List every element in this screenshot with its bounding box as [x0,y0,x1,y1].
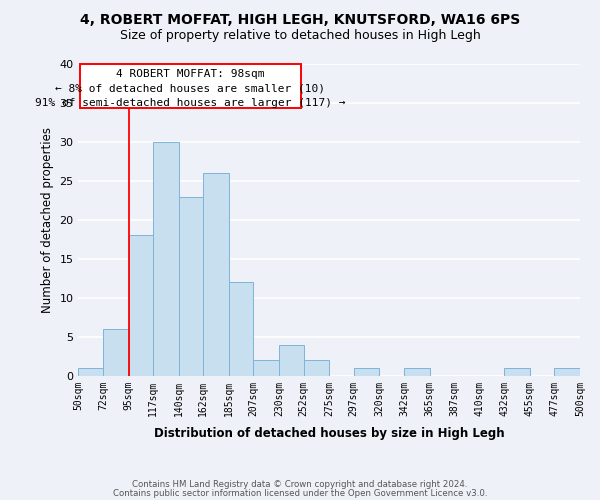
Bar [103,329,128,376]
Bar [79,368,103,376]
Bar [128,236,153,376]
Text: Contains HM Land Registry data © Crown copyright and database right 2024.: Contains HM Land Registry data © Crown c… [132,480,468,489]
Bar [153,142,179,376]
Text: 4 ROBERT MOFFAT: 98sqm: 4 ROBERT MOFFAT: 98sqm [116,70,265,80]
FancyBboxPatch shape [80,64,301,108]
Text: ← 8% of detached houses are smaller (10): ← 8% of detached houses are smaller (10) [55,84,325,94]
Text: 91% of semi-detached houses are larger (117) →: 91% of semi-detached houses are larger (… [35,98,346,108]
Text: Size of property relative to detached houses in High Legh: Size of property relative to detached ho… [119,29,481,42]
Bar [279,344,304,376]
Bar [229,282,253,376]
Bar [253,360,279,376]
Bar [354,368,379,376]
Y-axis label: Number of detached properties: Number of detached properties [41,127,54,313]
Bar [304,360,329,376]
Bar [203,173,229,376]
Bar [404,368,430,376]
X-axis label: Distribution of detached houses by size in High Legh: Distribution of detached houses by size … [154,427,505,440]
Bar [554,368,580,376]
Text: 4, ROBERT MOFFAT, HIGH LEGH, KNUTSFORD, WA16 6PS: 4, ROBERT MOFFAT, HIGH LEGH, KNUTSFORD, … [80,12,520,26]
Bar [179,196,203,376]
Bar [504,368,530,376]
Text: Contains public sector information licensed under the Open Government Licence v3: Contains public sector information licen… [113,488,487,498]
